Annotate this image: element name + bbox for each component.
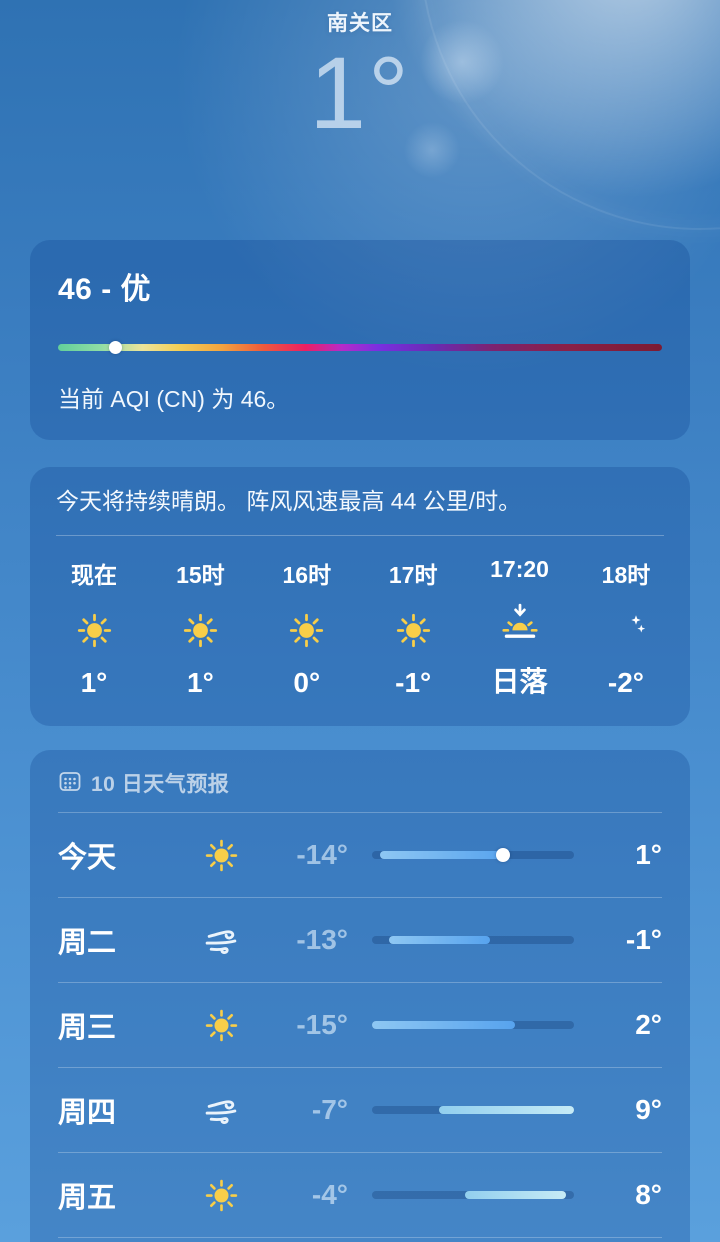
day-row[interactable]: 今天 -14° 1° <box>58 813 662 897</box>
ten-day-forecast-card[interactable]: 10 日天气预报 今天 -14° 1° 周二 -13° -1° 周三 <box>30 750 690 1242</box>
day-row[interactable]: 周六 -8° 7° <box>58 1238 662 1242</box>
temp-range-bar <box>372 936 574 944</box>
temp-range-bar <box>372 1106 574 1114</box>
divider <box>58 1067 662 1068</box>
hour-item: 18时 -2° <box>588 556 664 700</box>
calendar-icon <box>58 769 82 798</box>
hour-temp: 日落 <box>491 666 548 697</box>
temp-range-bar <box>372 1021 574 1029</box>
hour-label: 18时 <box>601 562 651 588</box>
day-row[interactable]: 周二 -13° -1° <box>58 898 662 982</box>
hour-label: 15时 <box>176 562 225 588</box>
location-name: 南关区 <box>327 12 393 35</box>
hour-temp: 0° <box>293 667 321 698</box>
hour-item: 16时 0° <box>269 556 345 700</box>
high-temp: 2° <box>635 1009 662 1040</box>
low-temp: -13° <box>296 924 348 955</box>
aqi-gradient-track <box>58 344 662 351</box>
hour-item: 现在 1° <box>56 556 132 700</box>
divider <box>58 1152 662 1153</box>
divider <box>58 1237 662 1238</box>
divider <box>58 897 662 898</box>
air-quality-card[interactable]: 46 - 优 当前 AQI (CN) 为 46。 <box>30 240 690 440</box>
temp-range-fill <box>388 936 490 944</box>
hour-label: 16时 <box>282 562 332 588</box>
sun-icon <box>288 606 325 654</box>
hour-label: 现在 <box>71 562 117 588</box>
day-label: 周三 <box>58 1012 117 1044</box>
aqi-description: 当前 AQI (CN) 为 46。 <box>58 386 290 412</box>
aqi-scale-bar <box>58 341 662 354</box>
hourly-forecast-row[interactable]: 现在 1° 15时 1° 16时 0° 17时 -1° 17:20 <box>56 556 664 700</box>
hour-item: 15时 1° <box>162 556 238 700</box>
low-temp: -14° <box>296 839 348 870</box>
wind-icon <box>186 1092 256 1129</box>
ten-day-header: 10 日天气预报 <box>58 768 662 812</box>
hour-label: 17:20 <box>490 556 549 582</box>
current-temperature: 1° <box>309 36 411 150</box>
temp-range-fill <box>439 1106 574 1114</box>
day-row[interactable]: 周五 -4° 8° <box>58 1153 662 1237</box>
sun-icon <box>186 1178 256 1213</box>
hour-temp: 1° <box>187 667 214 698</box>
temp-range-bar <box>372 848 574 862</box>
temp-range-bar <box>372 1191 574 1199</box>
hourly-forecast-card[interactable]: 今天将持续晴朗。 阵风风速最高 44 公里/时。 现在 1° 15时 1° 16… <box>30 467 690 726</box>
sunset-icon <box>499 599 541 647</box>
day-row[interactable]: 周三 -15° 2° <box>58 983 662 1067</box>
hour-item: 17时 -1° <box>375 556 451 700</box>
low-temp: -15° <box>296 1009 348 1040</box>
sun-icon <box>186 1008 256 1043</box>
aqi-indicator-dot <box>109 341 123 354</box>
sun-icon <box>182 606 219 654</box>
day-label: 周五 <box>58 1182 117 1214</box>
high-temp: 8° <box>635 1179 662 1210</box>
hour-temp: -2° <box>607 667 644 698</box>
conditions-summary: 今天将持续晴朗。 阵风风速最高 44 公里/时。 <box>56 488 522 514</box>
divider <box>58 982 662 983</box>
hour-item: 17:20 日落 <box>482 556 558 700</box>
temp-range-fill <box>372 1021 516 1029</box>
high-temp: -1° <box>625 924 662 955</box>
moon-icon <box>606 606 646 654</box>
aqi-value-label: 46 - 优 <box>58 273 152 306</box>
hour-temp: 1° <box>80 667 108 698</box>
divider <box>58 812 662 813</box>
ten-day-header-label: 10 日天气预报 <box>91 773 230 796</box>
day-label: 周二 <box>58 927 117 959</box>
day-label: 周四 <box>58 1097 117 1129</box>
hour-temp: -1° <box>395 667 432 698</box>
high-temp: 1° <box>635 839 662 870</box>
temp-range-fill <box>380 848 510 862</box>
sun-icon <box>186 838 256 873</box>
day-label: 今天 <box>58 842 117 874</box>
high-temp: 9° <box>635 1094 662 1125</box>
divider <box>56 535 664 536</box>
wind-icon <box>186 922 256 959</box>
hour-label: 17时 <box>388 562 438 588</box>
day-row[interactable]: 周四 -7° 9° <box>58 1068 662 1152</box>
sun-icon <box>395 606 432 654</box>
current-temp-dot <box>495 848 510 862</box>
sun-icon <box>76 606 113 654</box>
low-temp: -7° <box>311 1094 348 1125</box>
temp-range-fill <box>464 1191 566 1199</box>
low-temp: -4° <box>311 1179 348 1210</box>
